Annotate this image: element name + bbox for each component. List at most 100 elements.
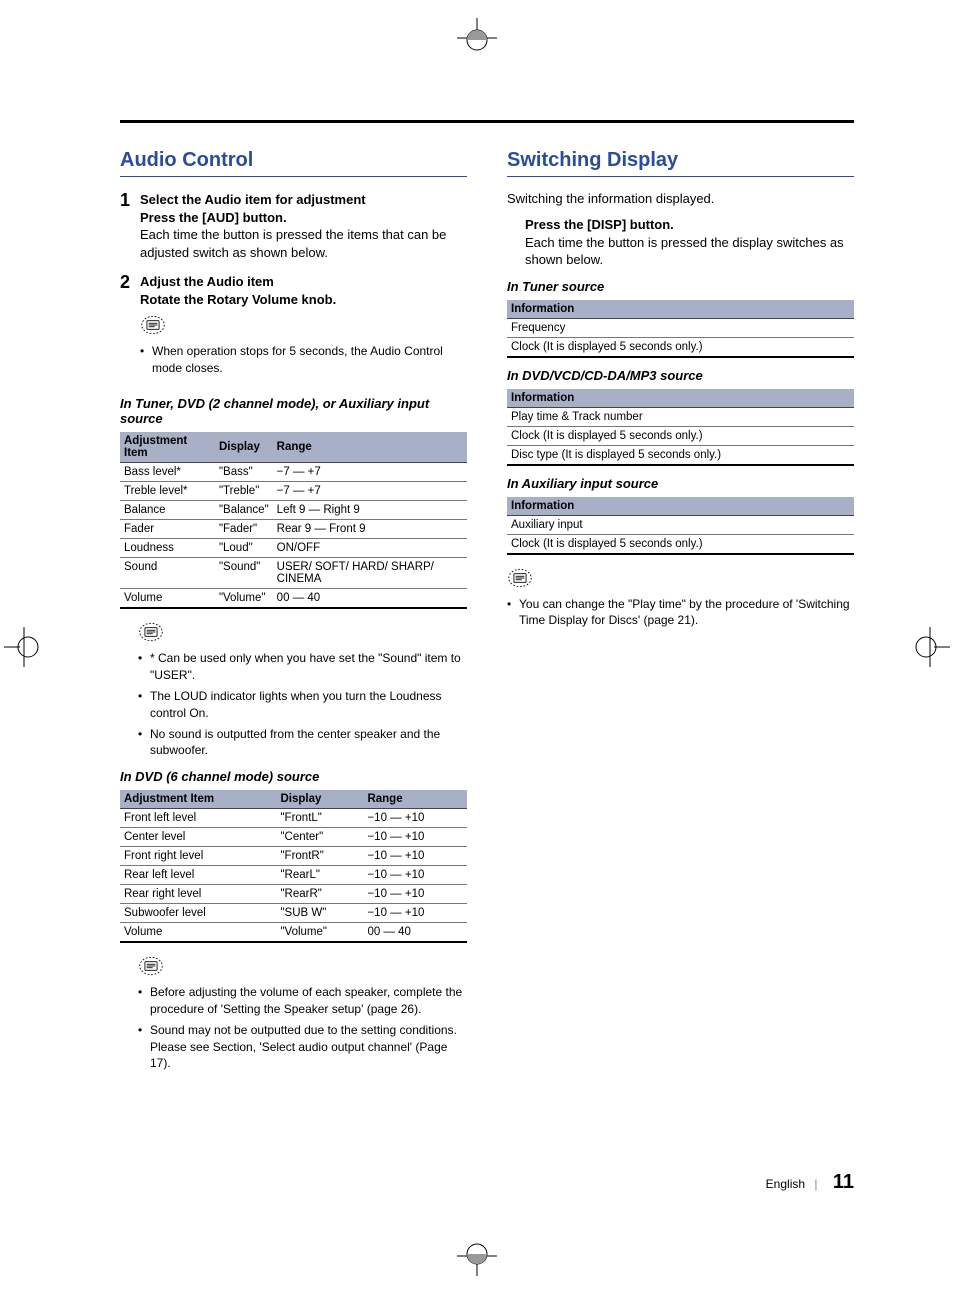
note-icon	[138, 955, 164, 977]
table-cell: Auxiliary input	[507, 515, 854, 534]
table-cell: Loudness	[120, 539, 215, 558]
step-title: Select the Audio item for adjustment	[140, 191, 467, 209]
table-cell: "RearL"	[276, 866, 363, 885]
info-table-1: Information FrequencyClock (It is displa…	[507, 300, 854, 358]
table-cell: ON/OFF	[273, 539, 467, 558]
table-row: Auxiliary input	[507, 515, 854, 534]
step-1: 1 Select the Audio item for adjustment P…	[120, 191, 467, 261]
table-cell: "Bass"	[215, 463, 273, 482]
table-cell: Clock (It is displayed 5 seconds only.)	[507, 426, 854, 445]
table-cell: Disc type (It is displayed 5 seconds onl…	[507, 445, 854, 465]
step-action: Press the [AUD] button.	[140, 209, 467, 227]
table-row: Sound"Sound"USER/ SOFT/ HARD/ SHARP/ CIN…	[120, 558, 467, 589]
table-cell: Play time & Track number	[507, 407, 854, 426]
note-item: No sound is outputted from the center sp…	[138, 726, 467, 760]
step-2: 2 Adjust the Audio item Rotate the Rotar…	[120, 273, 467, 384]
notes-list-1: * Can be used only when you have set the…	[138, 650, 467, 759]
table-row: Balance"Balance"Left 9 — Right 9	[120, 501, 467, 520]
col-header: Information	[507, 389, 854, 408]
crop-mark-left	[4, 627, 44, 667]
table-row: Treble level*"Treble"−7 — +7	[120, 482, 467, 501]
table-cell: −10 — +10	[363, 885, 467, 904]
crop-mark-top	[457, 18, 497, 58]
table-cell: Balance	[120, 501, 215, 520]
note-item: When operation stops for 5 seconds, the …	[140, 343, 467, 377]
step-title: Adjust the Audio item	[140, 273, 467, 291]
col-header: Range	[363, 790, 467, 809]
table-cell: Frequency	[507, 318, 854, 337]
press-desc: Each time the button is pressed the disp…	[525, 234, 854, 269]
subhead-dvd-vcd: In DVD/VCD/CD-DA/MP3 source	[507, 368, 854, 383]
table-row: Clock (It is displayed 5 seconds only.)	[507, 337, 854, 357]
table-cell: "FrontL"	[276, 809, 363, 828]
subhead-tuner: In Tuner source	[507, 279, 854, 294]
table-cell: −10 — +10	[363, 828, 467, 847]
note-item: * Can be used only when you have set the…	[138, 650, 467, 684]
step-number: 1	[120, 191, 140, 261]
adjustment-table-2: Adjustment Item Display Range Front left…	[120, 790, 467, 943]
table-cell: −10 — +10	[363, 866, 467, 885]
table-row: Subwoofer level"SUB W"−10 — +10	[120, 904, 467, 923]
switching-display-heading: Switching Display	[507, 149, 854, 177]
table-cell: Fader	[120, 520, 215, 539]
table-cell: Left 9 — Right 9	[273, 501, 467, 520]
footer-lang: English	[766, 1177, 805, 1191]
crop-mark-bottom	[457, 1236, 497, 1276]
table-cell: Volume	[120, 589, 215, 609]
press-title: Press the [DISP] button.	[525, 216, 854, 234]
table-cell: "RearR"	[276, 885, 363, 904]
table-cell: "SUB W"	[276, 904, 363, 923]
table-cell: "Loud"	[215, 539, 273, 558]
table-row: Play time & Track number	[507, 407, 854, 426]
table-row: Loudness"Loud"ON/OFF	[120, 539, 467, 558]
left-column: Audio Control 1 Select the Audio item fo…	[120, 149, 467, 1080]
note-item: The LOUD indicator lights when you turn …	[138, 688, 467, 722]
table-cell: 00 — 40	[273, 589, 467, 609]
table-cell: Rear 9 — Front 9	[273, 520, 467, 539]
table-cell: "Fader"	[215, 520, 273, 539]
table-row: Center level"Center"−10 — +10	[120, 828, 467, 847]
right-column: Switching Display Switching the informat…	[507, 149, 854, 1080]
table-cell: "Volume"	[215, 589, 273, 609]
info-table-3: Information Auxiliary inputClock (It is …	[507, 497, 854, 555]
col-header: Display	[215, 432, 273, 463]
table-cell: Volume	[120, 923, 276, 943]
step-action: Rotate the Rotary Volume knob.	[140, 291, 467, 309]
table-cell: Sound	[120, 558, 215, 589]
table-row: Fader"Fader"Rear 9 — Front 9	[120, 520, 467, 539]
col-header: Information	[507, 497, 854, 516]
table-row: Clock (It is displayed 5 seconds only.)	[507, 426, 854, 445]
step-desc: Each time the button is pressed the item…	[140, 226, 467, 261]
audio-control-heading: Audio Control	[120, 149, 467, 177]
col-header: Display	[276, 790, 363, 809]
table-cell: Rear left level	[120, 866, 276, 885]
subhead-aux: In Auxiliary input source	[507, 476, 854, 491]
table-row: Front right level"FrontR"−10 — +10	[120, 847, 467, 866]
page-content: Audio Control 1 Select the Audio item fo…	[120, 120, 854, 1194]
table-row: Volume"Volume"00 — 40	[120, 923, 467, 943]
col-header: Range	[273, 432, 467, 463]
table-cell: Bass level*	[120, 463, 215, 482]
table-cell: "Balance"	[215, 501, 273, 520]
note-item: Sound may not be outputted due to the se…	[138, 1022, 467, 1072]
subhead-tuner-dvd-aux: In Tuner, DVD (2 channel mode), or Auxil…	[120, 396, 467, 426]
col-header: Adjustment Item	[120, 432, 215, 463]
note-icon	[138, 621, 164, 643]
table-cell: Clock (It is displayed 5 seconds only.)	[507, 337, 854, 357]
table-row: Volume"Volume"00 — 40	[120, 589, 467, 609]
table-cell: −10 — +10	[363, 904, 467, 923]
note-icon	[140, 314, 166, 336]
table-cell: Subwoofer level	[120, 904, 276, 923]
table-row: Clock (It is displayed 5 seconds only.)	[507, 534, 854, 554]
table-cell: "Treble"	[215, 482, 273, 501]
table-cell: Center level	[120, 828, 276, 847]
col-header: Information	[507, 300, 854, 319]
notes-list-right: You can change the "Play time" by the pr…	[507, 596, 854, 630]
step-number: 2	[120, 273, 140, 384]
table-row: Frequency	[507, 318, 854, 337]
crop-mark-right	[910, 627, 950, 667]
table-cell: Treble level*	[120, 482, 215, 501]
note-item: You can change the "Play time" by the pr…	[507, 596, 854, 630]
table-row: Rear right level"RearR"−10 — +10	[120, 885, 467, 904]
table-cell: −10 — +10	[363, 847, 467, 866]
